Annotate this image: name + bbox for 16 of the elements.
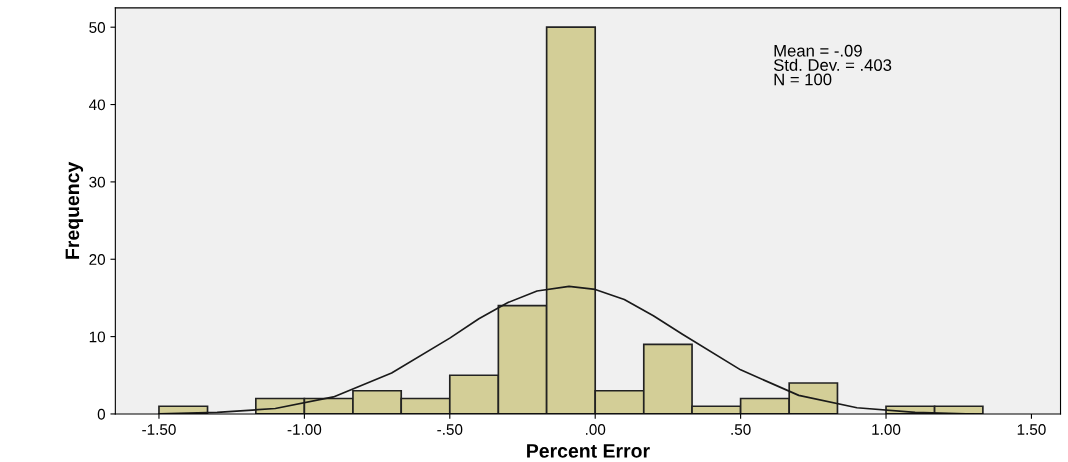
y-tick-label: 0 [97, 408, 106, 420]
y-axis-title: Frequency [65, 161, 84, 259]
y-tick-label: 20 [89, 254, 106, 265]
x-tick-label: 1.00 [872, 424, 901, 435]
x-tick-label: .00 [585, 424, 606, 435]
x-tick-label: -1.50 [142, 424, 176, 435]
x-tick-label: -1.00 [287, 424, 322, 435]
y-tick-label: 40 [88, 99, 106, 111]
y-tick-label: 10 [89, 331, 106, 343]
y-tick-label: 50 [89, 22, 106, 33]
x-tick-label: .50 [731, 424, 751, 435]
x-axis-title: Percent Error [527, 444, 650, 458]
x-tick-label: -.50 [437, 424, 463, 435]
y-tick-label: 30 [89, 176, 106, 188]
x-tick-label: 1.50 [1017, 424, 1046, 435]
annotation: Mean = -.09 Std. Dev. = .403 N = 100 [773, 44, 892, 86]
